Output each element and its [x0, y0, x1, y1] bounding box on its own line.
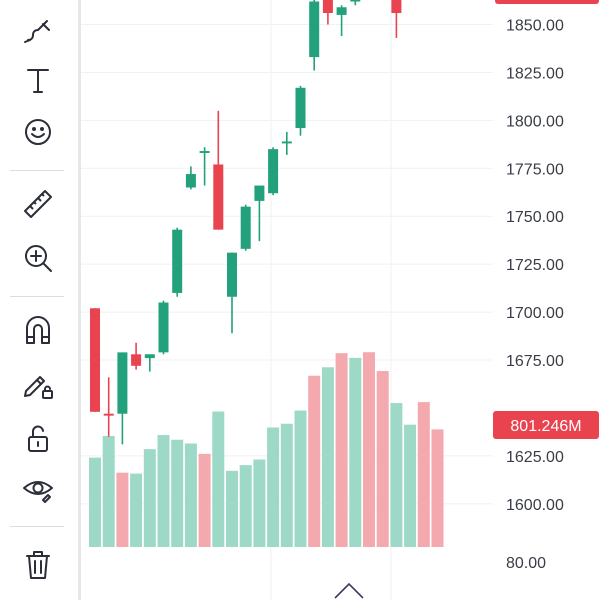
- price-axis-label: 1850.00: [506, 18, 564, 35]
- candle-body: [117, 352, 128, 414]
- volume-bar: [404, 424, 417, 547]
- candle-body: [240, 206, 251, 249]
- text-icon[interactable]: [14, 58, 62, 102]
- candle-body: [281, 141, 292, 144]
- volume-bar: [212, 411, 225, 547]
- current-volume-label: 801.246M: [510, 418, 581, 435]
- candle-body: [391, 0, 402, 14]
- price-chart[interactable]: 1850.00 1825.00 1800.00 1775.00 1750.00 1725.…: [81, 0, 600, 600]
- zoom-in-icon[interactable]: [14, 236, 62, 280]
- candle-body: [172, 229, 183, 293]
- volume-bar: [157, 435, 170, 547]
- price-axis-label: 1700.00: [506, 305, 564, 322]
- candle-body: [254, 185, 265, 201]
- volume-bar: [267, 427, 280, 547]
- volume-bar: [280, 423, 293, 547]
- volume-bar: [390, 403, 403, 547]
- price-axis-label: 1600.00: [506, 497, 564, 514]
- price-axis-label: 1800.00: [506, 113, 564, 130]
- price-axis-label: 1775.00: [506, 161, 564, 178]
- price-axis-label: 1750.00: [506, 209, 564, 226]
- volume-bar: [253, 459, 266, 547]
- candle-body: [103, 413, 114, 416]
- volume-bar: [102, 435, 115, 547]
- brush-icon[interactable]: [14, 8, 62, 52]
- unlock-icon[interactable]: [14, 416, 62, 460]
- volume-bar: [198, 453, 211, 547]
- volume-bar: [171, 439, 184, 547]
- trash-icon[interactable]: [14, 542, 62, 586]
- candle-body: [268, 149, 279, 194]
- ruler-icon[interactable]: [14, 182, 62, 226]
- price-axis-label: 1725.00: [506, 257, 564, 274]
- price-axis-label: 1825.00: [506, 65, 564, 82]
- candle-body: [158, 302, 169, 353]
- current-volume-tag: [493, 411, 599, 439]
- volume-bar: [308, 375, 321, 547]
- volume-axis-label: 80.00: [506, 555, 546, 572]
- volume-bar: [321, 367, 334, 547]
- candle-body: [336, 7, 347, 15]
- volume-bar: [226, 470, 238, 547]
- volume-bar: [239, 465, 252, 547]
- candle-body: [144, 354, 155, 359]
- candle-body: [309, 1, 320, 58]
- lock-drawing-icon[interactable]: [14, 362, 62, 406]
- up-chevron-icon[interactable]: [334, 582, 364, 599]
- volume-bar: [143, 449, 156, 547]
- candle-body: [90, 308, 100, 412]
- volume-bar: [184, 443, 197, 547]
- candle-body: [131, 354, 142, 366]
- drawing-toolbar: [0, 0, 78, 600]
- volume-bar: [89, 457, 101, 547]
- volume-bar: [431, 429, 444, 547]
- emoji-icon[interactable]: [14, 110, 62, 154]
- volume-bar: [417, 402, 430, 547]
- candle-body: [295, 87, 306, 129]
- volume-bar: [349, 357, 362, 547]
- toolbar-divider: [78, 0, 81, 600]
- price-axis-label: 1625.00: [506, 449, 564, 466]
- eye-icon[interactable]: [14, 466, 62, 510]
- candle-body: [213, 164, 224, 230]
- candle-body: [227, 252, 237, 297]
- volume-bar: [130, 473, 143, 547]
- volume-bar: [376, 371, 389, 547]
- volume-bar: [116, 472, 129, 547]
- candle-body: [185, 174, 196, 188]
- volume-bar: [363, 352, 375, 547]
- magnet-icon[interactable]: [14, 308, 62, 352]
- toolbar-separator: [10, 296, 64, 297]
- volume-bar: [335, 353, 348, 547]
- toolbar-separator: [10, 526, 64, 527]
- current-price-tag: [495, 0, 599, 4]
- toolbar-separator: [10, 170, 64, 171]
- price-axis-label: 1675.00: [506, 353, 564, 370]
- candle-body: [350, 0, 361, 2]
- volume-bar: [294, 410, 307, 547]
- candle-body: [199, 151, 210, 153]
- chart-canvas[interactable]: 1850.00 1825.00 1800.00 1775.00 1750.00 1725.…: [81, 0, 600, 600]
- candle-body: [322, 0, 333, 14]
